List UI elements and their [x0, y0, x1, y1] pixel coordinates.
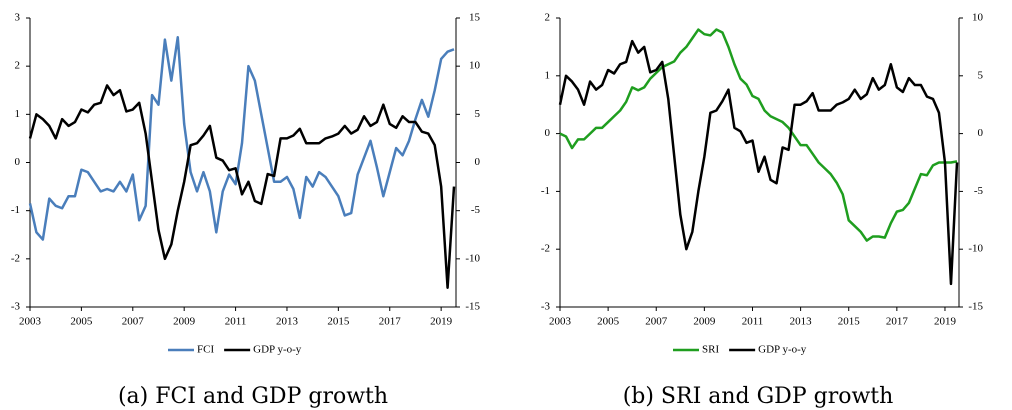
y-tick-label: 2 [15, 60, 21, 72]
y2-tick-label: -5 [471, 204, 481, 216]
y-tick-label: -3 [541, 301, 551, 313]
y-tick-label: 3 [15, 12, 21, 24]
x-tick-label: 2009 [693, 316, 716, 328]
legend-label: GDP y-o-y [758, 344, 807, 356]
y2-tick-label: 5 [475, 108, 481, 120]
y-tick-label: 2 [545, 12, 551, 24]
caption: (b) SRI and GDP growth [623, 384, 894, 409]
y-tick-label: -1 [11, 204, 20, 216]
x-tick-label: 2003 [19, 316, 42, 328]
legend-label: GDP y-o-y [253, 344, 302, 356]
x-tick-label: 2003 [549, 316, 572, 328]
y2-tick-label: 10 [469, 60, 481, 72]
y2-tick-label: -10 [465, 252, 480, 264]
series-line [28, 36, 455, 241]
y-tick-label: 1 [15, 108, 21, 120]
x-tick-label: 2005 [597, 316, 620, 328]
caption: (a) FCI and GDP growth [118, 384, 388, 409]
series-line [28, 84, 456, 289]
y-tick-label: -2 [11, 252, 20, 264]
x-tick-label: 2017 [379, 316, 402, 328]
x-tick-label: 2015 [838, 316, 861, 328]
x-tick-label: 2009 [173, 316, 196, 328]
x-tick-label: 2019 [430, 316, 453, 328]
y-tick-label: -1 [541, 185, 550, 197]
x-tick-label: 2013 [790, 316, 813, 328]
y2-tick-label: -5 [974, 185, 984, 197]
series-line [558, 39, 959, 286]
x-tick-label: 2007 [122, 316, 145, 328]
x-tick-label: 2011 [742, 316, 764, 328]
y-tick-label: 1 [545, 69, 551, 81]
y2-tick-label: 0 [475, 156, 481, 168]
legend-label: FCI [197, 344, 214, 356]
y-tick-label: 0 [545, 127, 551, 139]
y2-tick-label: -15 [968, 301, 983, 313]
series-line [559, 28, 958, 242]
y2-tick-label: -10 [968, 243, 983, 255]
x-tick-label: 2013 [276, 316, 299, 328]
x-tick-label: 2015 [327, 316, 350, 328]
y2-tick-label: 0 [978, 127, 984, 139]
x-tick-label: 2017 [886, 316, 909, 328]
x-tick-label: 2011 [225, 316, 247, 328]
y2-tick-label: 5 [978, 69, 984, 81]
y-tick-label: -2 [541, 243, 550, 255]
y-tick-label: 0 [15, 156, 21, 168]
x-tick-label: 2005 [70, 316, 93, 328]
y-tick-label: -3 [11, 301, 21, 313]
x-tick-label: 2019 [934, 316, 957, 328]
y2-tick-label: -15 [465, 301, 480, 313]
legend-label: SRI [702, 344, 719, 356]
y2-tick-label: 15 [469, 12, 481, 24]
y2-tick-label: 10 [972, 12, 984, 24]
x-tick-label: 2007 [645, 316, 668, 328]
